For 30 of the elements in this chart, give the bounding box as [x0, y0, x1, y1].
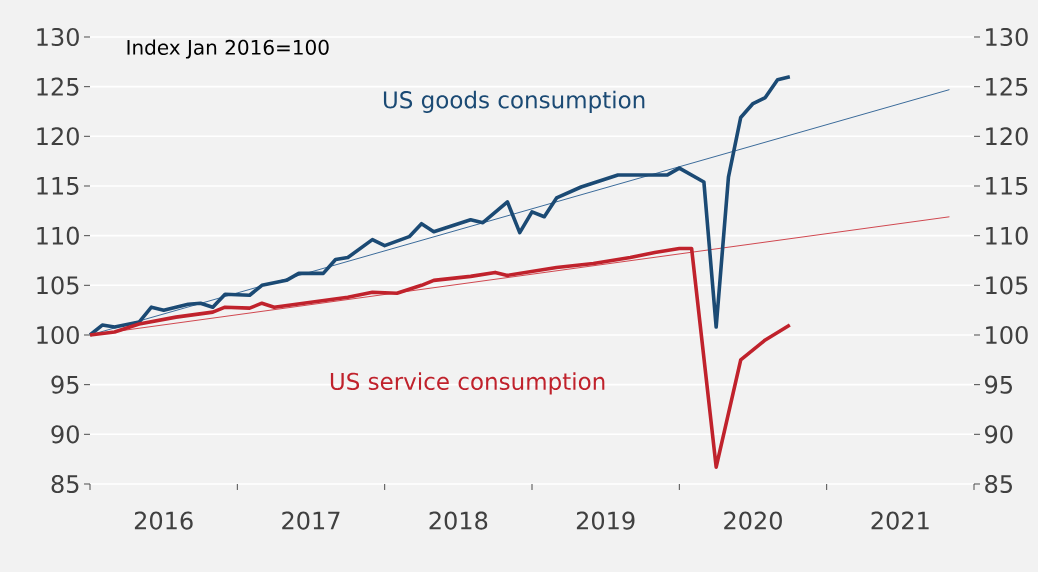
- y-tick-label: 85: [51, 474, 79, 494]
- x-tick-label: 2019: [576, 511, 635, 530]
- text: US service consumption: [330, 372, 605, 395]
- y2-tick-label: 105: [986, 276, 1028, 295]
- y2-tick-label: 125: [986, 77, 1028, 96]
- y-tick-label: 95: [51, 375, 79, 394]
- y-tick-label: 120: [37, 127, 79, 146]
- y-tick-label: 110: [37, 226, 79, 245]
- y-tick-label: 100: [37, 325, 79, 345]
- text: US goods consumption: [383, 90, 645, 113]
- annotation: Index Jan 2016=100: [127, 39, 329, 59]
- y2-tick-label: 95: [985, 375, 1012, 394]
- y2-tick-label: 90: [985, 425, 1013, 444]
- y2-tick-label: 115: [986, 177, 1028, 195]
- x-tick-label: 2017: [282, 511, 340, 530]
- y-tick-label: 105: [37, 276, 79, 295]
- x-tick-label: 2020: [724, 511, 782, 530]
- x-tick-label: 2018: [429, 511, 488, 530]
- y2-tick-label: 110: [986, 226, 1028, 245]
- y2-tick-label: 85: [985, 474, 1012, 494]
- y-tick-label: 90: [51, 425, 79, 444]
- line-series: [88, 74, 792, 337]
- y2-tick-label: 130: [986, 27, 1028, 47]
- x-tick-label: 2021: [871, 511, 929, 530]
- y-tick-label: 115: [37, 177, 79, 195]
- y-tick-label: 125: [37, 77, 79, 96]
- y2-tick-label: 100: [986, 325, 1028, 345]
- x-tick-label: 2016: [134, 511, 193, 530]
- y-tick-label: 130: [37, 27, 79, 47]
- y2-tick-label: 120: [986, 127, 1028, 146]
